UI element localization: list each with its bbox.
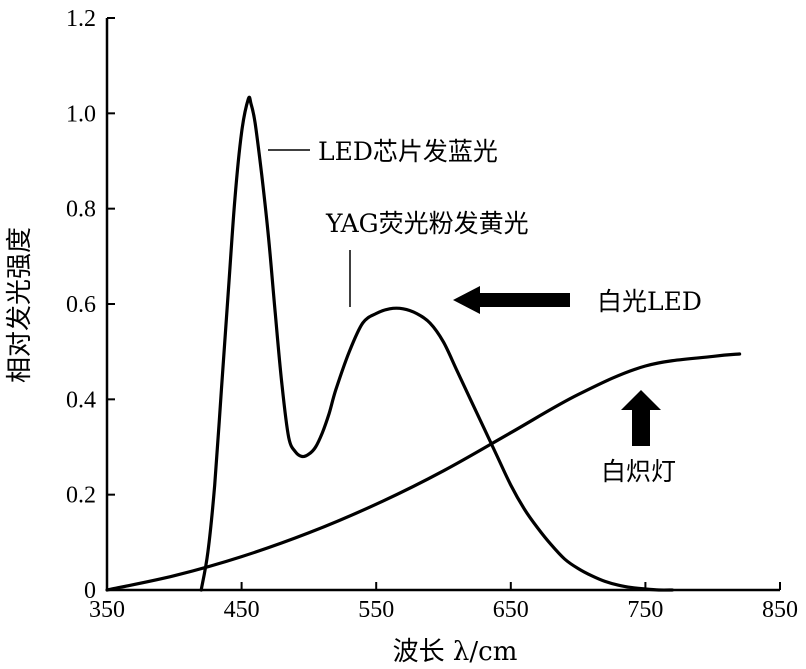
tick-labels: 350 450 550 650 750 850 0 0.2 0.4 0.6 0.8 1.0 1.2 — [66, 6, 798, 623]
x-tick-label: 850 — [762, 597, 798, 623]
x-tick-label: 350 — [89, 597, 125, 623]
annotation-yag-yellow: YAG荧光粉发黄光 — [325, 209, 529, 238]
y-tick-label: 0.2 — [66, 483, 96, 509]
annotation-led-blue: LED芯片发蓝光 — [318, 137, 498, 166]
white-led-arrow-icon — [453, 286, 570, 314]
x-tick-label: 450 — [224, 597, 260, 623]
incandescent-arrow-icon — [621, 390, 661, 446]
axis-ticks — [106, 17, 781, 591]
y-tick-label: 0.8 — [66, 197, 96, 223]
y-tick-label: 0.4 — [66, 387, 96, 413]
white-led-spectrum-line — [199, 95, 674, 592]
x-tick-label: 750 — [627, 597, 663, 623]
curves — [105, 95, 742, 592]
x-tick-label: 550 — [358, 597, 394, 623]
x-tick-label: 650 — [493, 597, 529, 623]
y-tick-label: 1.0 — [66, 101, 96, 127]
y-tick-label: 0.6 — [66, 292, 96, 318]
incandescent-spectrum-line — [105, 352, 742, 592]
y-axis-title: 相对发光强度 — [5, 227, 35, 383]
x-axis-title: 波长 λ/cm — [393, 637, 518, 667]
y-tick-label: 1.2 — [66, 6, 96, 32]
annotation-white-led: 白光LED — [597, 287, 702, 316]
annotation-incandescent: 白炽灯 — [601, 457, 676, 486]
y-tick-label: 0 — [84, 578, 96, 604]
